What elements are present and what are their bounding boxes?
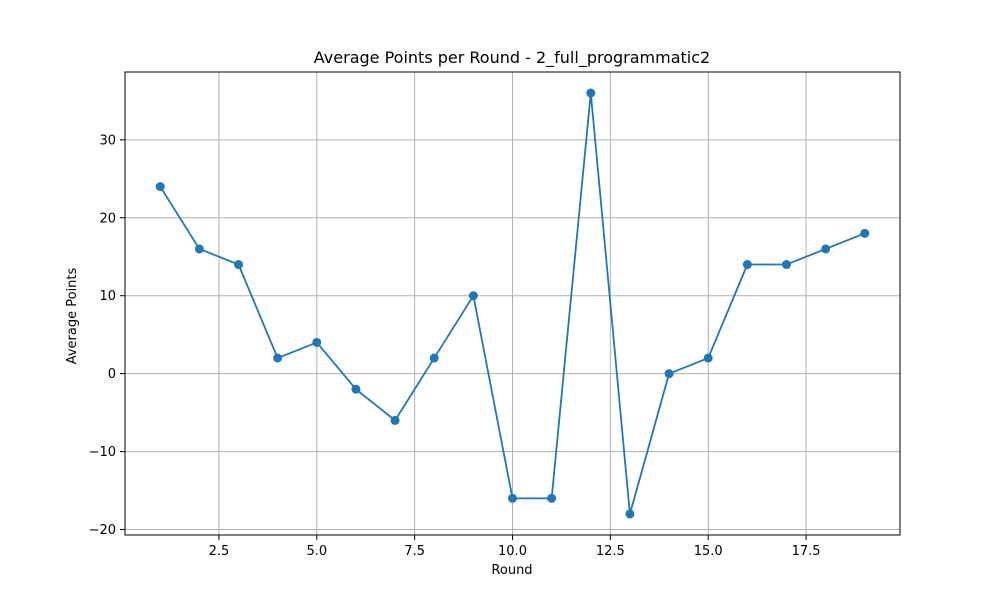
data-point [312, 337, 322, 347]
data-point [742, 260, 752, 270]
data-point [194, 244, 204, 254]
data-point [429, 353, 439, 363]
data-point [625, 509, 635, 519]
x-tick-label: 10.0 [498, 544, 527, 559]
data-point [664, 369, 674, 379]
grid-lines [125, 72, 900, 535]
x-axis-label: Round [491, 563, 532, 578]
data-point [390, 415, 400, 425]
data-point [468, 291, 478, 301]
data-point [234, 260, 244, 270]
x-tick-label: 12.5 [596, 544, 625, 559]
y-tick-label: 20 [99, 211, 116, 226]
x-tick-label: 7.5 [404, 544, 425, 559]
chart-title: Average Points per Round - 2_full_progra… [314, 48, 710, 68]
series-layer [155, 88, 870, 519]
data-point [703, 353, 713, 363]
axis-ticks: 2.5 5.0 7.5 10.0 12.5 15.0 17.5 −20 −10 0 10 20 30 [89, 133, 821, 559]
x-tick-label: 17.5 [792, 544, 821, 559]
x-tick-label: 2.5 [209, 544, 230, 559]
y-tick-label: −20 [89, 523, 116, 538]
data-point [547, 493, 557, 503]
x-tick-label: 5.0 [306, 544, 327, 559]
y-tick-label: 0 [108, 367, 116, 382]
y-tick-label: −10 [89, 445, 116, 460]
data-point [508, 493, 517, 503]
data-point [351, 384, 361, 394]
data-point [860, 228, 870, 238]
data-point [273, 353, 283, 363]
x-tick-label: 15.0 [694, 544, 723, 559]
y-tick-label: 30 [99, 133, 116, 148]
data-point [586, 88, 596, 98]
data-point [155, 182, 165, 192]
y-axis-label: Average Points [65, 267, 80, 364]
data-point [821, 244, 831, 254]
y-tick-label: 10 [99, 289, 116, 304]
data-point [781, 260, 791, 270]
